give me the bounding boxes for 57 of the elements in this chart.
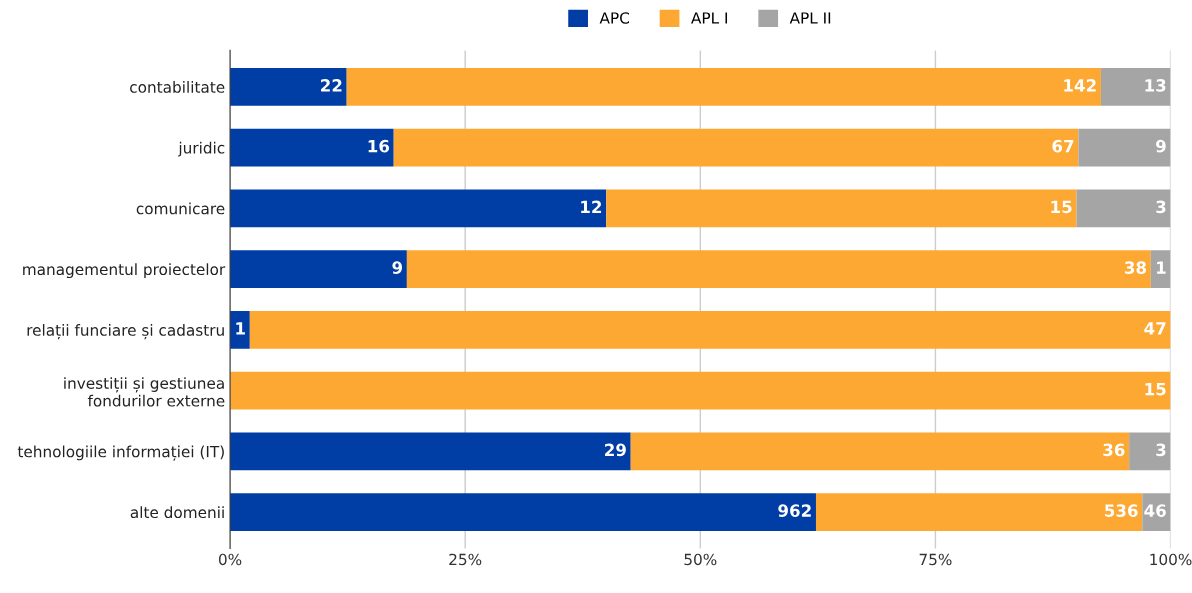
annotation: 536 xyxy=(1105,504,1138,517)
x-tick-label: 0% xyxy=(218,553,242,566)
y-tick-label: managementul proiectelor xyxy=(23,263,226,279)
x-tick-label: 50% xyxy=(684,553,717,566)
x-tick-label: 25% xyxy=(449,553,482,566)
bar xyxy=(230,250,407,288)
y-tick-label: comunicare xyxy=(136,202,225,215)
annotation: 9 xyxy=(392,261,403,274)
annotation: 142 xyxy=(1064,79,1096,92)
y-tick-label: juridic xyxy=(178,141,225,157)
annotation: 46 xyxy=(1144,504,1166,517)
annotation: 12 xyxy=(581,200,602,213)
bar xyxy=(606,189,1077,228)
annotation: 3 xyxy=(1156,200,1166,214)
annotation: 22 xyxy=(321,79,342,92)
legend-label: APL I xyxy=(691,12,727,24)
bar xyxy=(1076,189,1171,228)
bar xyxy=(230,128,394,167)
annotation: 3 xyxy=(1156,443,1166,457)
bar xyxy=(346,68,1101,106)
bar xyxy=(393,128,1079,167)
annotation: 962 xyxy=(778,504,811,517)
annotation: 29 xyxy=(605,443,626,457)
bar xyxy=(230,493,816,531)
x-tick-label: 100% xyxy=(1150,553,1192,566)
y-tick-label: investiții și gestiunea fondurilor externe xyxy=(64,377,225,407)
annotation: 47 xyxy=(1144,322,1166,335)
annotation: 13 xyxy=(1145,79,1166,92)
bar xyxy=(230,311,250,349)
annotation: 36 xyxy=(1103,443,1125,457)
annotation: 16 xyxy=(368,139,390,153)
legend-label: APC xyxy=(599,12,630,24)
annotation: 9 xyxy=(1156,139,1166,153)
bar xyxy=(815,493,1143,531)
annotation: 67 xyxy=(1052,139,1074,153)
bar xyxy=(249,311,1171,349)
bar xyxy=(230,68,347,106)
annotation: 15 xyxy=(1051,200,1072,214)
bar xyxy=(230,189,607,228)
bar xyxy=(230,371,1171,410)
annotation: 38 xyxy=(1124,261,1146,274)
bar xyxy=(630,432,1130,471)
x-tick-label: 75% xyxy=(919,553,952,566)
bar xyxy=(1100,68,1171,106)
annotation: 15 xyxy=(1145,383,1166,396)
bar xyxy=(230,432,631,471)
annotation: 1 xyxy=(236,322,245,335)
y-tick-label: relații funciare și cadastru xyxy=(27,324,224,340)
y-tick-label: alte domenii xyxy=(130,506,224,519)
y-tick-label: tehnologiile informației (IT) xyxy=(17,445,224,461)
bar xyxy=(1150,250,1171,288)
bar xyxy=(1078,128,1171,167)
legend-label: APL II xyxy=(789,12,831,24)
bar xyxy=(1129,432,1171,471)
y-tick-label: contabilitate xyxy=(130,81,225,93)
bar xyxy=(406,250,1151,288)
annotation: 1 xyxy=(1157,261,1166,274)
